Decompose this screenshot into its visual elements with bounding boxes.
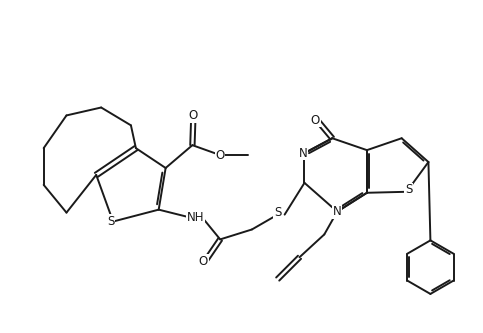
Text: O: O bbox=[215, 149, 225, 162]
Text: S: S bbox=[274, 206, 282, 219]
Text: O: O bbox=[311, 114, 320, 127]
Text: NH: NH bbox=[186, 211, 204, 224]
Text: O: O bbox=[189, 109, 198, 122]
Text: N: N bbox=[333, 205, 341, 218]
Text: N: N bbox=[299, 147, 308, 160]
Text: O: O bbox=[199, 255, 208, 268]
Text: S: S bbox=[405, 183, 412, 196]
Text: S: S bbox=[107, 215, 115, 228]
